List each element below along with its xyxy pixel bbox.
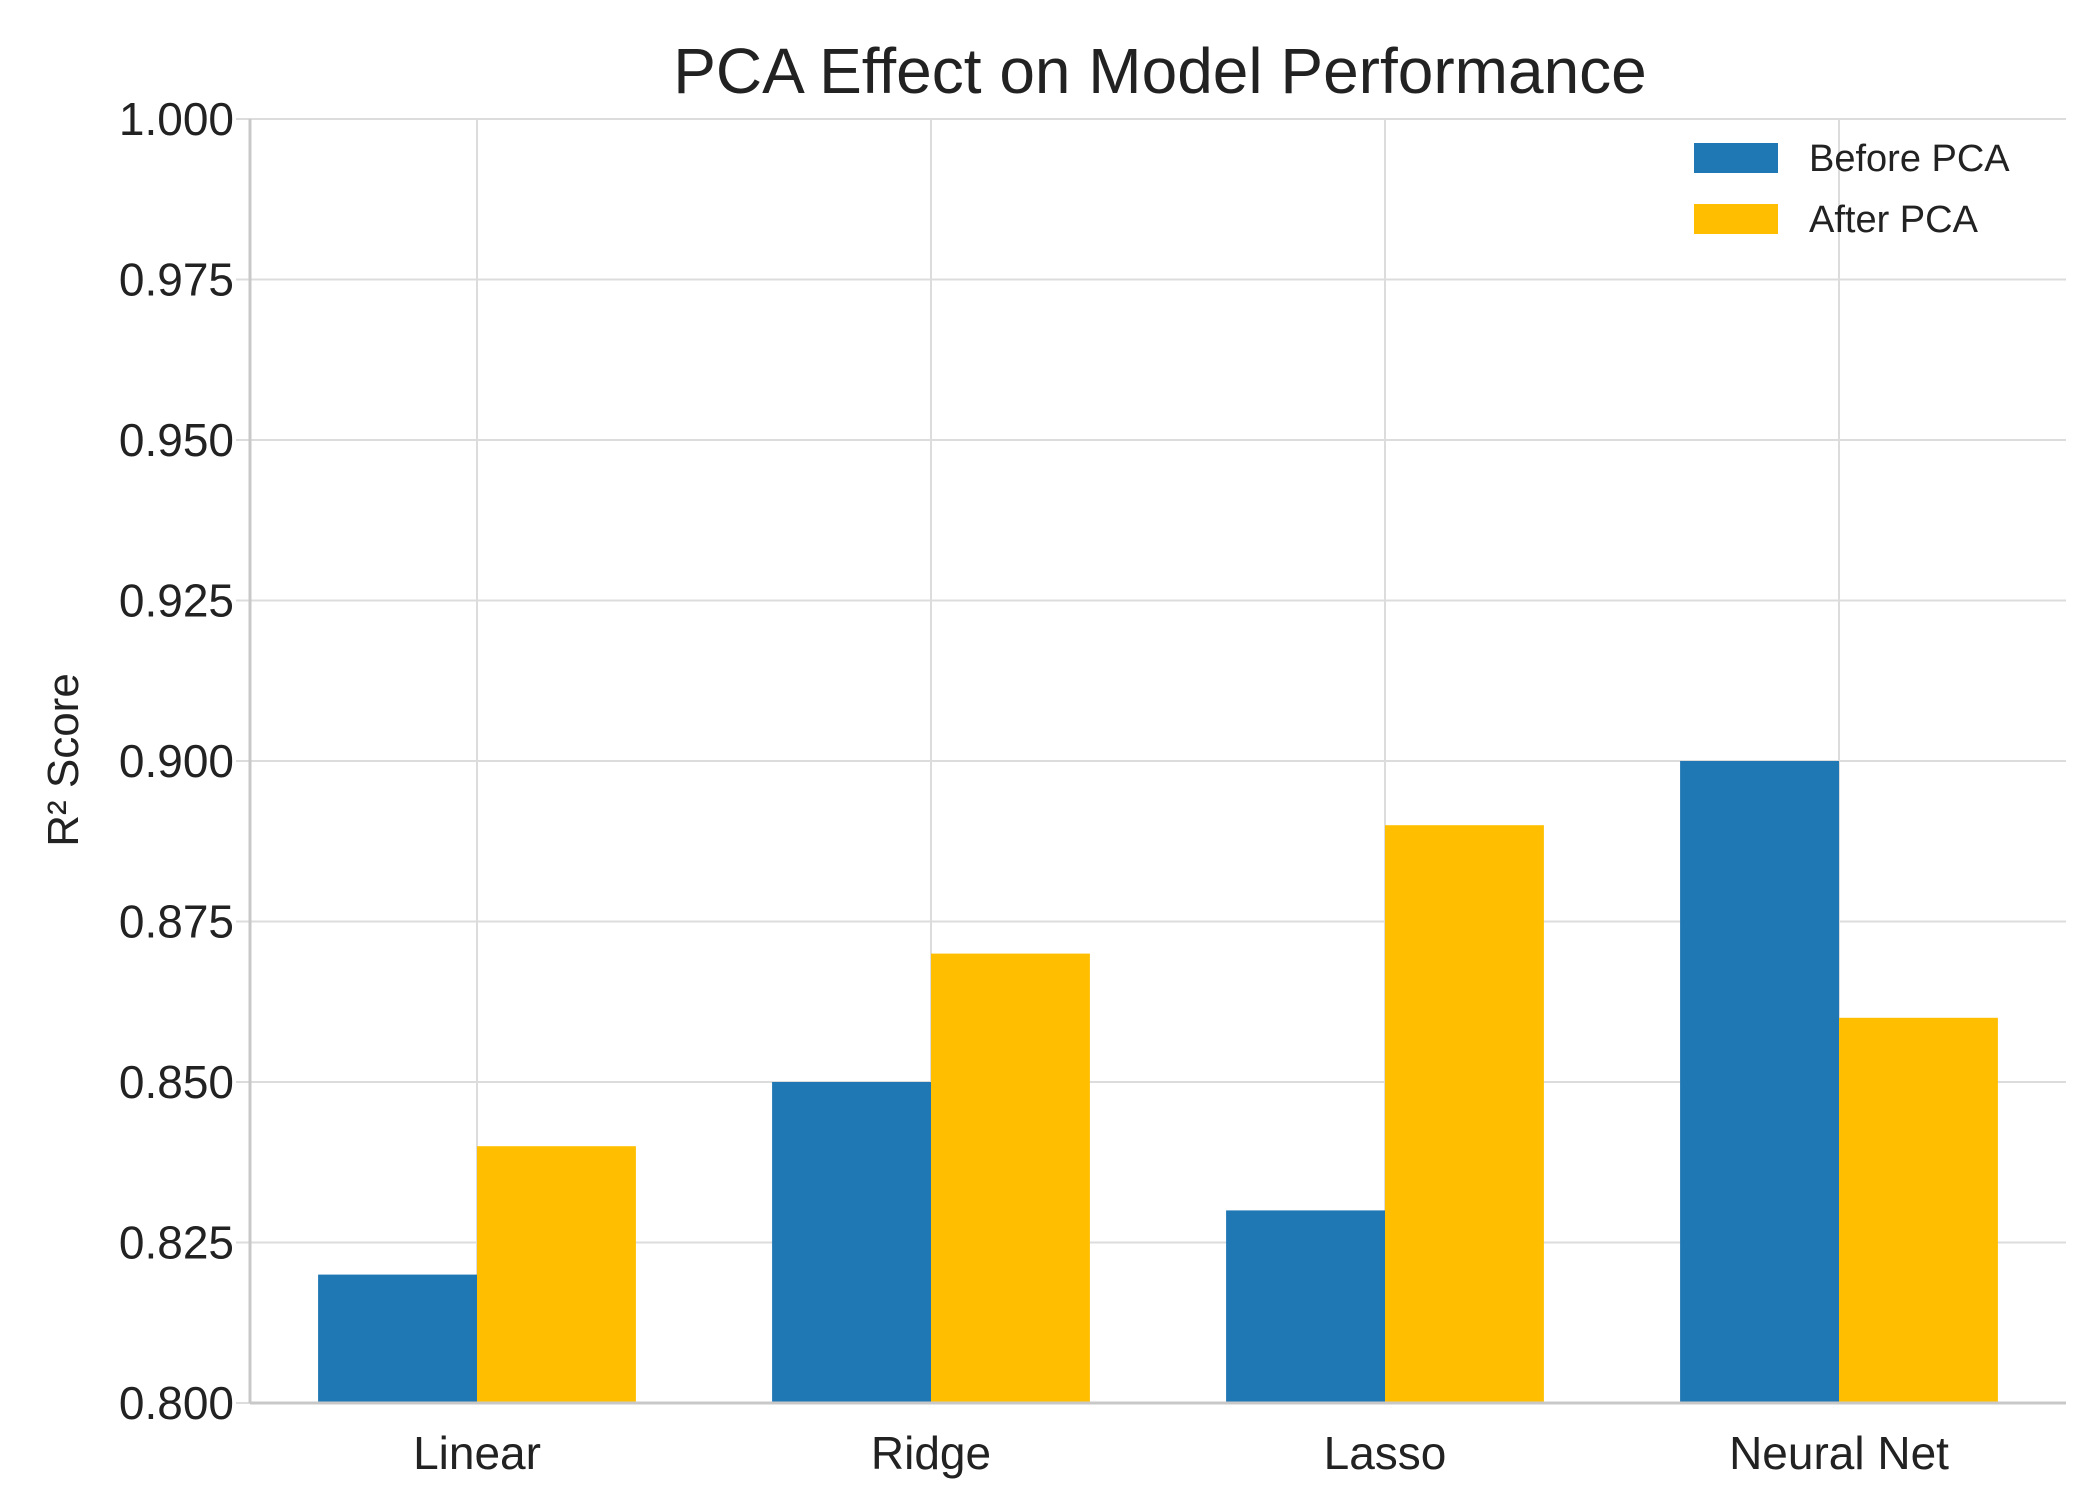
axes bbox=[248, 119, 2066, 1405]
x-tick-labels: Linear Ridge Lasso Neural Net bbox=[413, 1427, 1949, 1479]
y-tick-label: 0.950 bbox=[119, 414, 234, 466]
x-tick-label: Neural Net bbox=[1729, 1427, 1949, 1479]
bar-before-pca-lasso bbox=[1226, 1210, 1385, 1403]
y-tick-label: 0.875 bbox=[119, 896, 234, 948]
legend-label: After PCA bbox=[1809, 199, 1979, 241]
x-tick-label: Linear bbox=[413, 1427, 541, 1479]
bar-after-pca-lasso bbox=[1385, 825, 1544, 1403]
legend-swatch bbox=[1694, 204, 1778, 234]
y-tick-label: 0.925 bbox=[119, 575, 234, 627]
bar-after-pca-linear bbox=[477, 1146, 636, 1403]
bar-before-pca-neural-net bbox=[1680, 761, 1839, 1403]
x-tick-label: Ridge bbox=[871, 1427, 991, 1479]
legend: Before PCA After PCA bbox=[1694, 138, 2010, 241]
bar-after-pca-neural-net bbox=[1839, 1017, 1998, 1403]
y-axis-label: R² Score bbox=[39, 673, 88, 847]
bars bbox=[318, 761, 1998, 1403]
y-tick-label: 0.975 bbox=[119, 254, 234, 306]
y-tick-label: 1.000 bbox=[119, 93, 234, 145]
y-tick-label: 0.850 bbox=[119, 1056, 234, 1108]
chart-title: PCA Effect on Model Performance bbox=[673, 35, 1647, 107]
y-tick-label: 0.900 bbox=[119, 735, 234, 787]
y-tick-label: 0.825 bbox=[119, 1217, 234, 1269]
legend-label: Before PCA bbox=[1809, 138, 2010, 180]
y-tick-label: 0.800 bbox=[119, 1377, 234, 1429]
bar-before-pca-ridge bbox=[772, 1082, 931, 1403]
y-tick-labels: 0.800 0.825 0.850 0.875 0.900 0.925 0.950 0.975… bbox=[119, 93, 234, 1429]
bar-before-pca-linear bbox=[318, 1274, 477, 1403]
legend-swatch bbox=[1694, 143, 1778, 173]
x-tick-label: Lasso bbox=[1324, 1427, 1447, 1479]
bar-after-pca-ridge bbox=[931, 953, 1090, 1403]
